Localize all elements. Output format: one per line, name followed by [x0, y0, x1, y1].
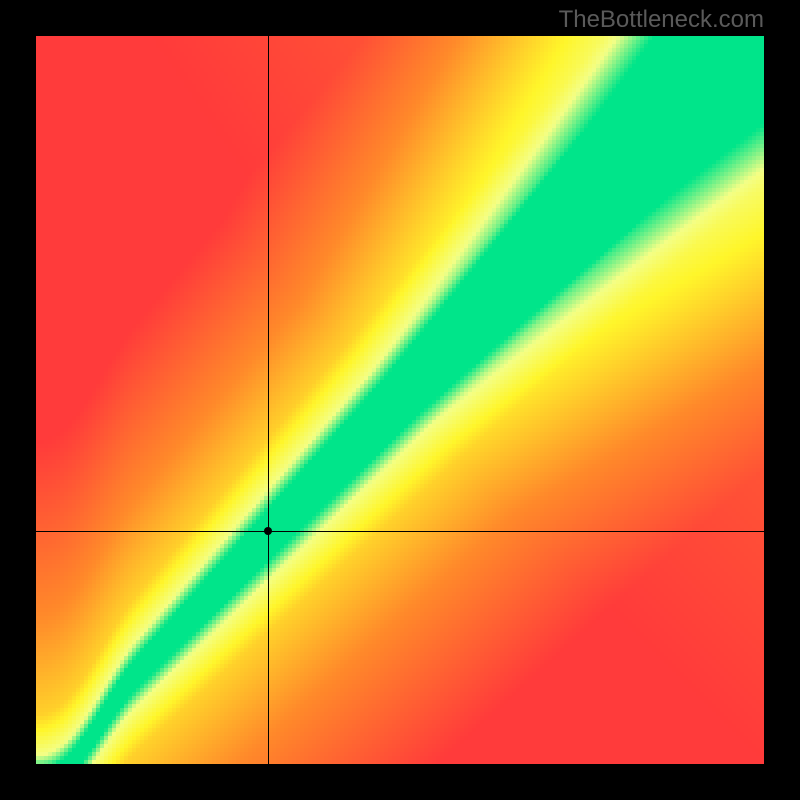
watermark-text: TheBottleneck.com	[559, 6, 764, 34]
crosshair-vertical	[268, 36, 269, 764]
crosshair-horizontal	[36, 531, 764, 532]
heatmap-chart	[36, 36, 764, 764]
crosshair-marker[interactable]	[264, 527, 272, 535]
heatmap-canvas	[36, 36, 764, 764]
